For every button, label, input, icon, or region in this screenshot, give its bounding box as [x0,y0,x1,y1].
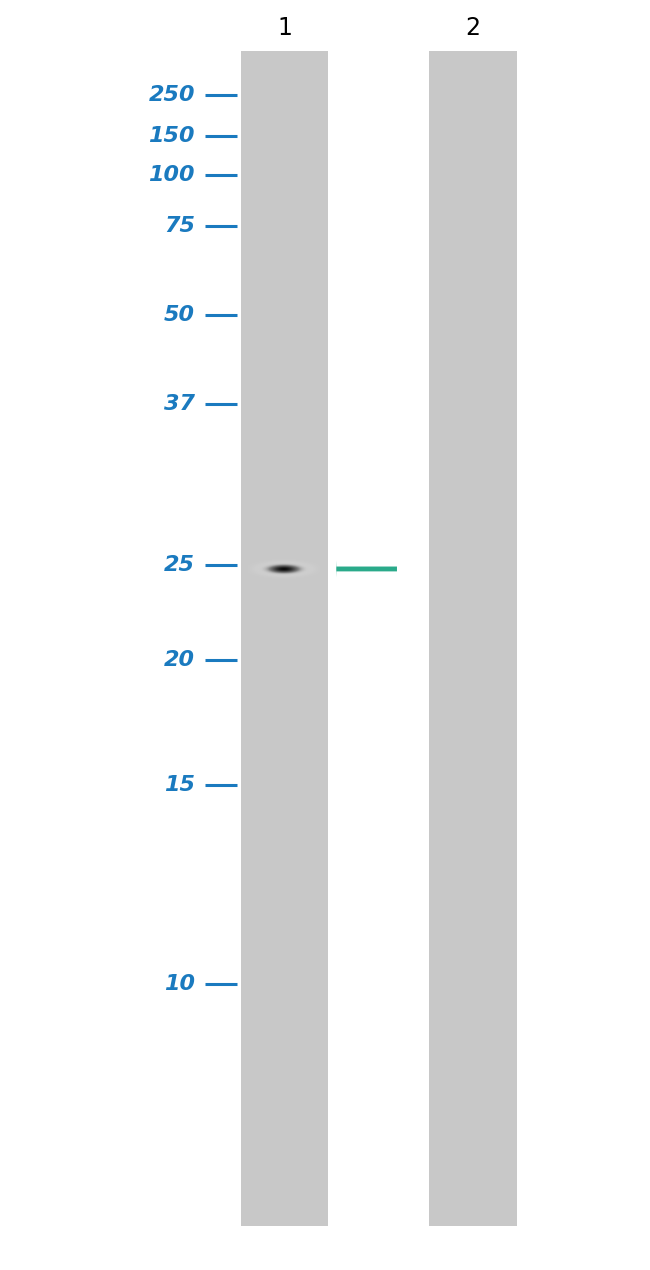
Text: 2: 2 [465,17,480,39]
Text: 75: 75 [164,216,195,236]
Text: 20: 20 [164,650,195,671]
Text: 150: 150 [148,126,195,146]
Text: 25: 25 [164,555,195,575]
Bar [240,51,328,1226]
Text: 50: 50 [164,305,195,325]
Text: 10: 10 [164,974,195,994]
Text: 100: 100 [148,165,195,185]
Bar [429,51,517,1226]
Text: 250: 250 [148,85,195,105]
Text: 37: 37 [164,394,195,414]
Text: 15: 15 [164,775,195,795]
Text: 1: 1 [277,17,292,39]
